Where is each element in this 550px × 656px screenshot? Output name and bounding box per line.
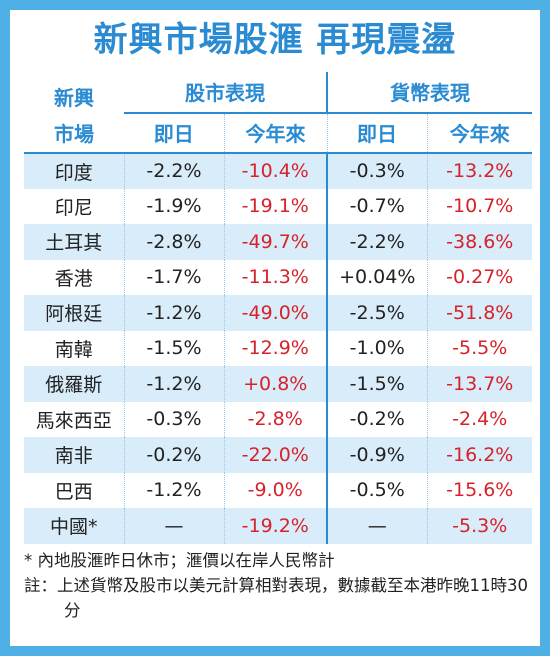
market-name-cell: 馬來西亞 (35, 409, 112, 432)
stock-day-cell: -1.5% (123, 330, 224, 366)
footnotes: * 內地股滙昨日休市；滙價以在岸人民幣計 註：上述貨幣及股市以美元計算相對表現，… (24, 548, 532, 623)
stock-ytd-cell: -22.0% (223, 437, 327, 473)
stock-ytd-cell: -19.2% (223, 508, 327, 544)
market-name-cell: 南韓 (54, 338, 93, 361)
market-name-cell: 巴西 (54, 480, 93, 503)
market-header: 新興 市場 (24, 72, 124, 153)
footnote-1: * 內地股滙昨日休市；滙價以在岸人民幣計 (24, 551, 335, 570)
currency-day-cell: -0.7% (326, 188, 427, 224)
market-header-line1: 新興 (54, 86, 94, 110)
currency-day-cell: -0.3% (326, 153, 427, 189)
table-row: 土耳其 -2.8% -49.7% -2.2% -38.6% (24, 224, 532, 260)
currency-ytd-cell: -13.2% (426, 153, 532, 189)
table-row: 馬來西亞 -0.3% -2.8% -0.2% -2.4% (24, 401, 532, 437)
market-name-cell: 土耳其 (45, 232, 103, 255)
stock-day-header: 即日 (153, 122, 194, 147)
infographic-frame: 新興市場股滙 再現震盪 新興 市場 股市表現 貨幣表現 即日 今年來 即日 今 (10, 10, 540, 646)
currency-ytd-cell: -16.2% (426, 437, 532, 473)
footnote-2: 註：上述貨幣及股市以美元計算相對表現，數據截至本港昨晚11時30分 (24, 576, 528, 620)
currency-ytd-cell: -0.27% (426, 259, 532, 295)
market-name-cell: 中國* (49, 516, 98, 539)
currency-ytd-cell: -38.6% (426, 224, 532, 260)
table-row: 印度 -2.2% -10.4% -0.3% -13.2% (24, 153, 532, 189)
currency-day-header: 即日 (326, 112, 427, 153)
stock-ytd-cell: +0.8% (223, 366, 327, 402)
currency-day-cell: -1.5% (326, 366, 427, 402)
table-row: 南韓 -1.5% -12.9% -1.0% -5.5% (24, 330, 532, 366)
market-header-line2: 市場 (54, 122, 94, 146)
currency-day-cell: -0.2% (326, 401, 427, 437)
table-row: 香港 -1.7% -11.3% +0.04% -0.27% (24, 259, 532, 295)
currency-group-header: 貨幣表現 (326, 72, 532, 114)
stock-day-cell: -2.8% (123, 224, 224, 260)
stock-ytd-cell: -19.1% (223, 188, 327, 224)
stock-ytd-cell: -2.8% (223, 401, 327, 437)
table-row: 阿根廷 -1.2% -49.0% -2.5% -51.8% (24, 295, 532, 331)
stock-group-header: 股市表現 (124, 72, 327, 114)
table-row: 南非 -0.2% -22.0% -0.9% -16.2% (24, 437, 532, 473)
currency-day-cell: -0.5% (326, 472, 427, 508)
stock-ytd-cell: -49.7% (223, 224, 327, 260)
currency-ytd-cell: -51.8% (426, 295, 532, 331)
stock-ytd-cell: -9.0% (223, 472, 327, 508)
stock-ytd-cell: -49.0% (223, 295, 327, 331)
currency-ytd-cell: -5.3% (426, 508, 532, 544)
market-name-cell: 香港 (54, 267, 93, 290)
currency-day-cell: -2.2% (326, 224, 427, 260)
table-body: 印度 -2.2% -10.4% -0.3% -13.2% 印尼 -1.9% -19.1% -0.… (24, 153, 532, 544)
table-row: 巴西 -1.2% -9.0% -0.5% -15.6% (24, 472, 532, 508)
currency-ytd-cell: -10.7% (426, 188, 532, 224)
stock-day-cell: -1.2% (123, 366, 224, 402)
currency-ytd-cell: -5.5% (426, 330, 532, 366)
stock-ytd-cell: -10.4% (223, 153, 327, 189)
market-name-cell: 阿根廷 (45, 303, 103, 326)
market-name-cell: 印尼 (54, 196, 93, 219)
stock-day-cell: -2.2% (123, 153, 224, 189)
currency-day-cell: -0.9% (326, 437, 427, 473)
table-row: 中國* — -19.2% — -5.3% (24, 508, 532, 544)
page-title: 新興市場股滙 再現震盪 (93, 20, 457, 60)
stock-ytd-cell: -12.9% (223, 330, 327, 366)
currency-day-cell: +0.04% (326, 259, 427, 295)
currency-day-cell: -2.5% (326, 295, 427, 331)
market-name-cell: 印度 (54, 161, 93, 184)
stock-day-cell: -1.7% (123, 259, 224, 295)
stock-day-cell: -1.2% (123, 295, 224, 331)
stock-day-cell: -1.9% (123, 188, 224, 224)
stock-day-cell: -0.2% (123, 437, 224, 473)
stock-day-cell: — (123, 508, 224, 544)
currency-day-cell: — (326, 508, 427, 544)
stock-ytd-header: 今年來 (223, 112, 327, 153)
currency-ytd-cell: -2.4% (426, 401, 532, 437)
market-name-cell: 南非 (54, 445, 93, 468)
market-name-cell: 俄羅斯 (45, 374, 103, 397)
currency-ytd-cell: -13.7% (426, 366, 532, 402)
stock-day-cell: -0.3% (123, 401, 224, 437)
stock-day-cell: -1.2% (123, 472, 224, 508)
stock-ytd-cell: -11.3% (223, 259, 327, 295)
table-row: 印尼 -1.9% -19.1% -0.7% -10.7% (24, 188, 532, 224)
table-row: 俄羅斯 -1.2% +0.8% -1.5% -13.7% (24, 366, 532, 402)
currency-day-cell: -1.0% (326, 330, 427, 366)
currency-ytd-header: 今年來 (426, 112, 532, 153)
currency-ytd-cell: -15.6% (426, 472, 532, 508)
market-table: 新興 市場 股市表現 貨幣表現 即日 今年來 即日 今年來 印度 -2.2% -10… (24, 72, 532, 544)
